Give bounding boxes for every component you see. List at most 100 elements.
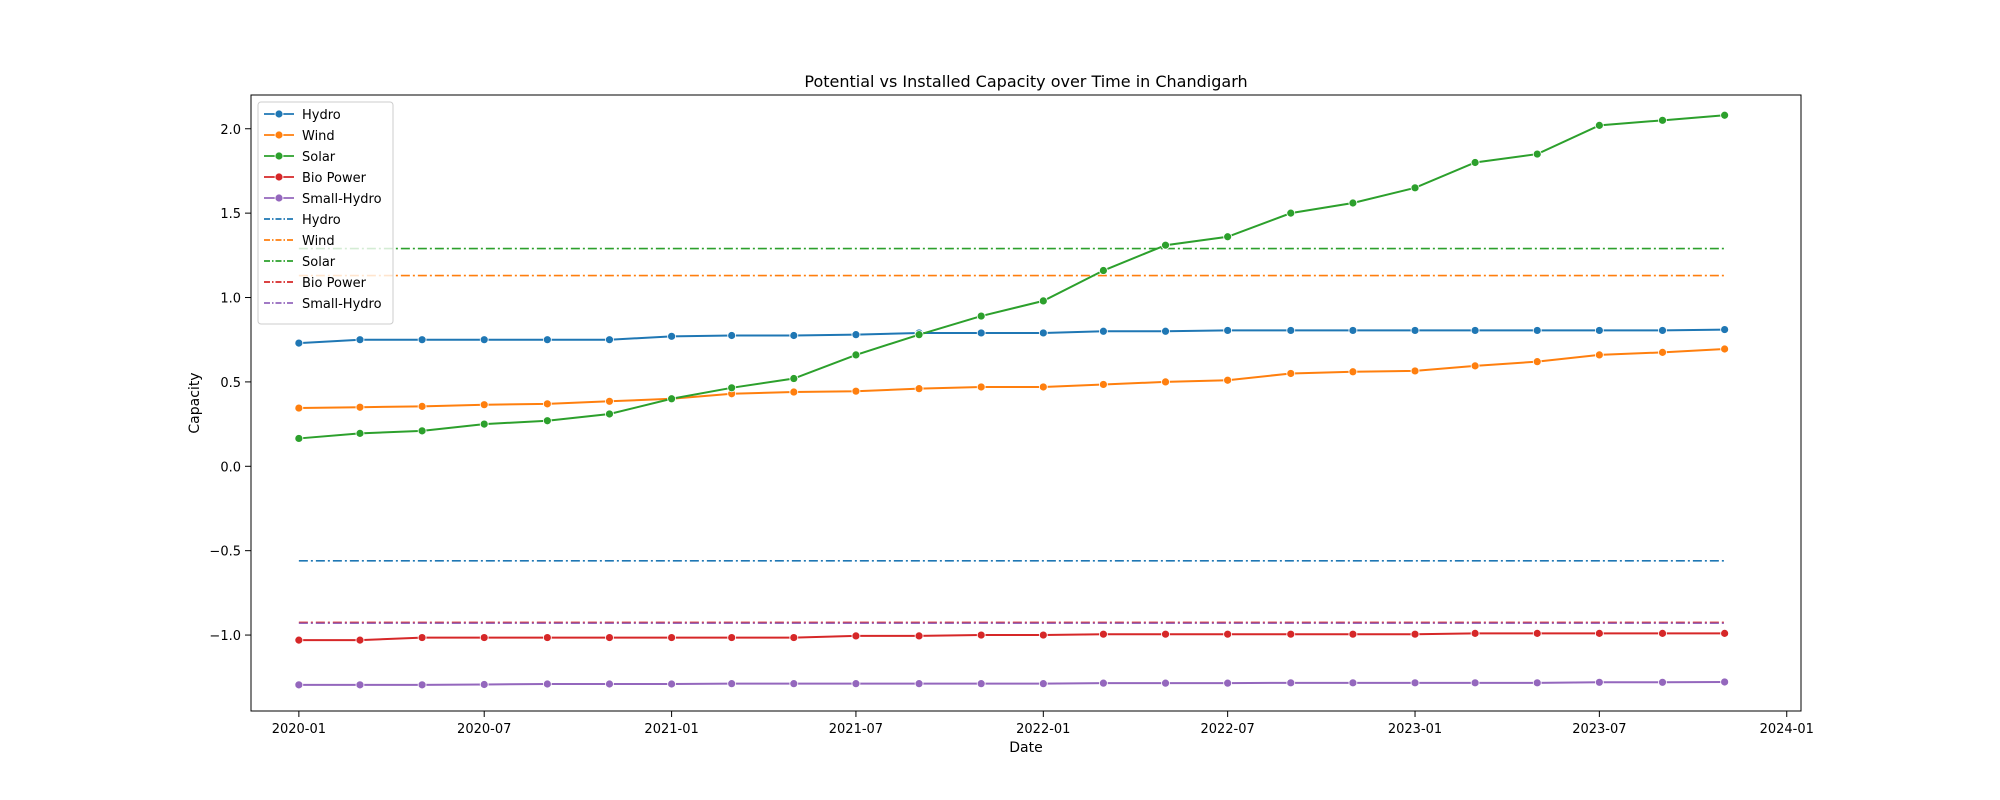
point-bio-power (1098, 629, 1108, 639)
legend-label: Bio Power (302, 171, 367, 186)
point-small-hydro (294, 680, 304, 690)
point-hydro (1594, 326, 1604, 335)
point-wind (851, 386, 861, 396)
point-solar (355, 428, 365, 438)
point-small-hydro (1658, 677, 1667, 687)
point-bio-power (1223, 629, 1233, 639)
point-solar (1470, 158, 1480, 167)
point-hydro (355, 335, 365, 345)
legend-marker (274, 151, 284, 161)
point-bio-power (355, 635, 365, 645)
point-solar (914, 330, 924, 340)
legend-entry-solar: Solar (264, 255, 336, 270)
legend-entry-bio-power: Bio Power (264, 171, 367, 186)
x-tick-label: 2022-07 (1200, 722, 1254, 737)
point-bio-power (542, 633, 552, 642)
y-tick-label: 1.5 (220, 207, 241, 222)
x-axis-label: Date (1009, 740, 1042, 756)
point-solar (976, 311, 986, 321)
point-solar (1223, 232, 1233, 242)
x-tick-label: 2022-01 (1016, 722, 1070, 737)
point-wind (417, 401, 427, 411)
point-hydro (1658, 326, 1667, 335)
point-solar (1532, 149, 1542, 159)
x-tick-label: 2024-01 (1760, 722, 1814, 737)
point-small-hydro (1532, 678, 1542, 688)
point-wind (1410, 366, 1420, 376)
point-small-hydro (1348, 678, 1358, 688)
point-small-hydro (1594, 677, 1604, 687)
point-wind (976, 382, 986, 392)
point-wind (1161, 377, 1170, 387)
legend-entry-hydro: Hydro (264, 108, 341, 123)
point-wind (789, 387, 799, 397)
point-small-hydro (1038, 679, 1048, 689)
point-wind (1348, 367, 1358, 377)
point-bio-power (1470, 628, 1480, 638)
point-bio-power (1594, 628, 1604, 638)
point-hydro (789, 331, 799, 340)
legend-entry-wind: Wind (264, 234, 335, 249)
point-small-hydro (1410, 678, 1420, 688)
point-bio-power (294, 635, 304, 645)
point-wind (1038, 382, 1048, 392)
point-bio-power (1658, 628, 1667, 638)
point-bio-power (667, 633, 676, 642)
point-wind (1720, 344, 1730, 354)
point-hydro (1286, 326, 1296, 335)
point-hydro (605, 335, 614, 345)
legend-label: Small-Hydro (302, 192, 382, 207)
point-hydro (1223, 326, 1233, 335)
point-solar (727, 383, 737, 393)
legend-entry-hydro: Hydro (264, 213, 341, 228)
point-bio-power (1161, 629, 1170, 639)
point-bio-power (1720, 628, 1730, 638)
point-solar (1286, 208, 1296, 218)
legend-marker (274, 130, 284, 140)
point-small-hydro (1286, 678, 1296, 688)
chart-title: Potential vs Installed Capacity over Tim… (804, 72, 1247, 91)
x-tick-label: 2023-01 (1388, 722, 1442, 737)
point-solar (417, 426, 427, 436)
point-bio-power (1286, 629, 1296, 639)
y-tick-label: −1.0 (209, 629, 241, 644)
point-solar (1038, 296, 1048, 306)
legend-entry-wind: Wind (264, 129, 335, 144)
point-small-hydro (667, 679, 676, 689)
legend-marker (274, 193, 284, 203)
point-bio-power (417, 633, 427, 642)
point-hydro (727, 331, 737, 340)
series-line-bio-power (298, 632, 1725, 642)
point-small-hydro (1098, 678, 1108, 688)
point-solar (542, 416, 552, 426)
point-small-hydro (479, 680, 489, 689)
point-solar (479, 419, 489, 429)
point-hydro (1470, 326, 1480, 335)
y-axis-label: Capacity (187, 372, 203, 433)
point-small-hydro (1223, 678, 1233, 688)
point-small-hydro (1161, 678, 1170, 688)
legend-marker (274, 172, 284, 182)
point-hydro (976, 328, 986, 338)
point-small-hydro (542, 679, 552, 689)
point-solar (605, 409, 614, 419)
point-solar (1594, 120, 1604, 130)
y-tick-label: −0.5 (209, 545, 241, 560)
point-solar (1410, 183, 1420, 193)
point-bio-power (1038, 630, 1048, 640)
legend-label: Hydro (302, 213, 341, 228)
x-tick-label: 2021-01 (644, 722, 698, 737)
point-small-hydro (605, 679, 614, 689)
point-hydro (294, 338, 304, 348)
point-hydro (1161, 326, 1170, 336)
point-hydro (667, 331, 676, 341)
x-tick-label: 2021-07 (829, 722, 883, 737)
point-bio-power (727, 633, 737, 642)
point-small-hydro (914, 679, 924, 689)
legend-label: Solar (302, 255, 336, 270)
legend-label: Bio Power (302, 276, 367, 291)
series-line-small-hydro (298, 680, 1725, 686)
legend-label: Solar (302, 150, 336, 165)
point-small-hydro (417, 680, 427, 690)
point-solar (1348, 198, 1358, 208)
